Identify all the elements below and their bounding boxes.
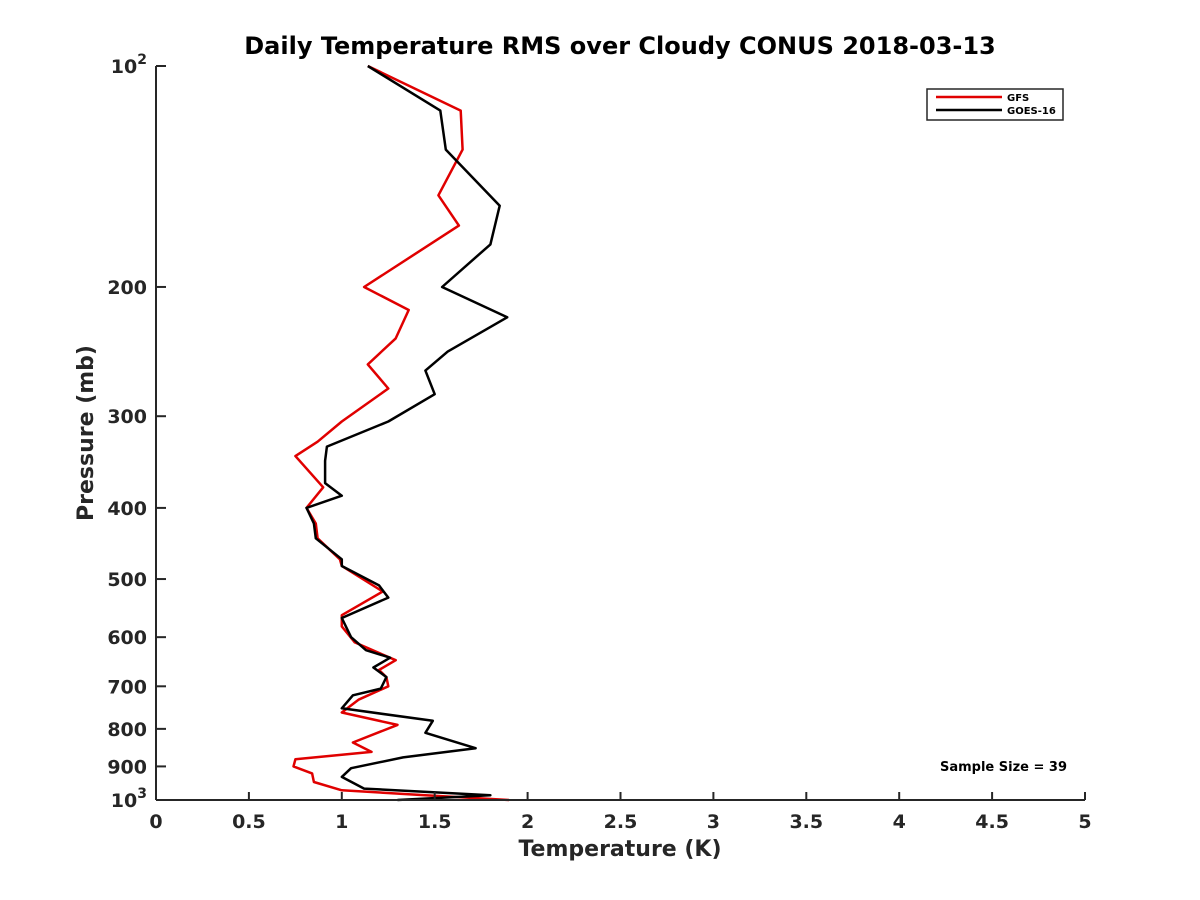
series-line-goes-16 bbox=[305, 64, 509, 802]
y-tick-label: 300 bbox=[107, 406, 147, 428]
x-tick-label: 5 bbox=[1078, 811, 1091, 833]
x-tick-label: 4 bbox=[893, 811, 906, 833]
sample-size-annotation: Sample Size = 39 bbox=[940, 760, 1067, 775]
y-axis-label: Pressure (mb) bbox=[74, 345, 99, 521]
x-tick-label: 1.5 bbox=[418, 811, 452, 833]
x-tick-label: 2 bbox=[521, 811, 534, 833]
y-tick-label: 200 bbox=[107, 277, 147, 299]
y-tick-label: 700 bbox=[107, 676, 147, 698]
y-tick-label: 900 bbox=[107, 756, 147, 778]
plot-area: 0 0.5 1 1.5 2 2.5 3 3.5 4 4.5 5 102 200 300 400 500 600… bbox=[107, 52, 1091, 833]
y-tick-label: 600 bbox=[107, 627, 147, 649]
x-tick-label: 3.5 bbox=[789, 811, 823, 833]
y-tick-label: 102 bbox=[111, 52, 147, 78]
x-tick-label: 1 bbox=[335, 811, 348, 833]
x-tick-label: 0.5 bbox=[232, 811, 266, 833]
y-tick-label: 400 bbox=[107, 498, 147, 520]
legend: GFS GOES-16 bbox=[926, 88, 1064, 121]
chart-title: Daily Temperature RMS over Cloudy CONUS … bbox=[244, 32, 996, 60]
legend-label-gfs: GFS bbox=[1007, 93, 1029, 104]
x-tick-label: 2.5 bbox=[604, 811, 638, 833]
legend-label-goes-16: GOES-16 bbox=[1007, 106, 1056, 117]
x-tick-label: 0 bbox=[149, 811, 162, 833]
x-tick-label: 3 bbox=[707, 811, 720, 833]
x-tick-label: 4.5 bbox=[975, 811, 1009, 833]
y-tick-label: 800 bbox=[107, 719, 147, 741]
x-ticks: 0 0.5 1 1.5 2 2.5 3 3.5 4 4.5 5 bbox=[149, 792, 1092, 833]
y-ticks: 102 200 300 400 500 600 700 800 900 103 bbox=[107, 52, 166, 812]
y-tick-label: 103 bbox=[111, 786, 147, 812]
legend-box bbox=[926, 88, 1064, 121]
series-layer bbox=[292, 64, 510, 802]
y-tick-label: 500 bbox=[107, 569, 147, 591]
x-axis-label: Temperature (K) bbox=[518, 837, 721, 862]
